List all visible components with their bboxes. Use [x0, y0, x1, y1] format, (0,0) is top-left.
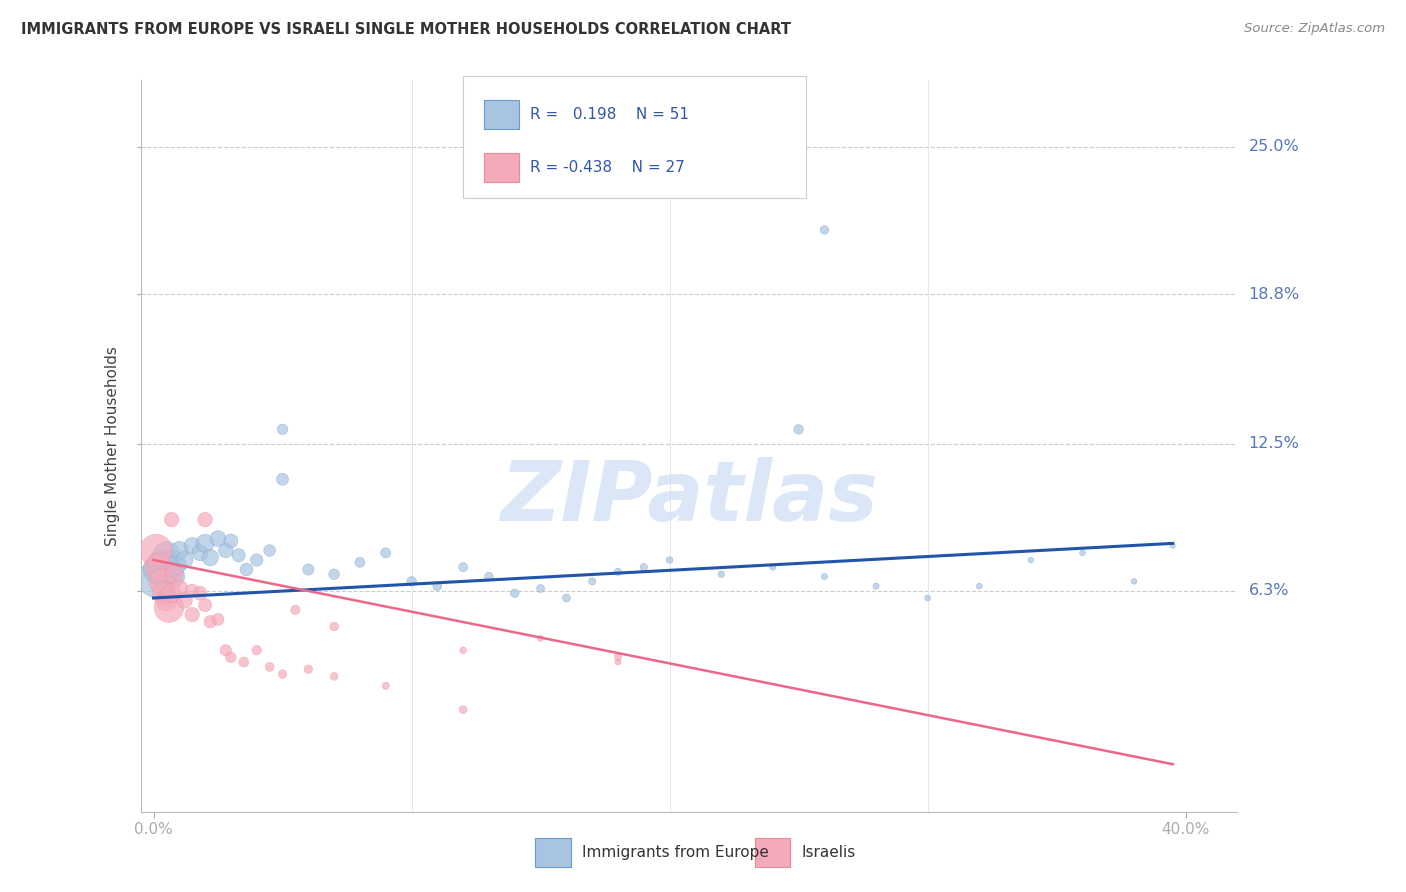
- Point: [173, 593, 195, 607]
- Point: [219, 533, 242, 548]
- Point: [529, 632, 551, 646]
- Point: [145, 572, 167, 586]
- Point: [349, 555, 371, 569]
- Point: [160, 553, 183, 567]
- Point: [188, 586, 211, 600]
- Point: [169, 582, 191, 596]
- Text: 6.3%: 6.3%: [1249, 583, 1289, 599]
- Point: [181, 583, 204, 598]
- Text: IMMIGRANTS FROM EUROPE VS ISRAELI SINGLE MOTHER HOUSEHOLDS CORRELATION CHART: IMMIGRANTS FROM EUROPE VS ISRAELI SINGLE…: [21, 22, 792, 37]
- Point: [1019, 553, 1042, 567]
- Point: [271, 472, 294, 486]
- Point: [633, 560, 655, 574]
- Point: [219, 650, 242, 665]
- Point: [762, 560, 785, 574]
- Point: [166, 558, 188, 572]
- Point: [145, 543, 167, 558]
- Point: [157, 600, 180, 615]
- Point: [917, 591, 939, 605]
- Point: [297, 662, 319, 676]
- Y-axis label: Single Mother Households: Single Mother Households: [105, 346, 121, 546]
- Point: [160, 586, 183, 600]
- Point: [529, 582, 551, 596]
- Point: [200, 550, 222, 565]
- Point: [1161, 539, 1184, 553]
- Point: [228, 548, 250, 562]
- Point: [155, 593, 177, 607]
- Point: [246, 643, 269, 657]
- Point: [323, 567, 346, 582]
- Text: 18.8%: 18.8%: [1249, 286, 1299, 301]
- Point: [284, 603, 307, 617]
- Point: [200, 615, 222, 629]
- Point: [160, 513, 183, 527]
- Point: [813, 223, 835, 237]
- Point: [150, 574, 173, 589]
- Point: [153, 560, 176, 574]
- Text: R = -0.438    N = 27: R = -0.438 N = 27: [530, 160, 685, 175]
- Text: ZIPatlas: ZIPatlas: [501, 457, 877, 538]
- Point: [710, 567, 733, 582]
- Point: [163, 569, 186, 583]
- Point: [813, 569, 835, 583]
- Point: [153, 586, 176, 600]
- Point: [246, 553, 269, 567]
- Point: [207, 532, 229, 546]
- Point: [323, 669, 346, 683]
- Point: [188, 546, 211, 560]
- Point: [150, 555, 173, 569]
- Point: [581, 574, 603, 589]
- Point: [207, 612, 229, 626]
- Point: [181, 607, 204, 622]
- Point: [323, 619, 346, 633]
- Point: [194, 513, 217, 527]
- Point: [148, 562, 170, 576]
- Text: 25.0%: 25.0%: [1249, 139, 1299, 154]
- Point: [451, 643, 474, 657]
- Point: [169, 543, 191, 558]
- Point: [173, 553, 195, 567]
- Point: [163, 567, 186, 582]
- Text: Source: ZipAtlas.com: Source: ZipAtlas.com: [1244, 22, 1385, 36]
- Point: [555, 591, 578, 605]
- Point: [503, 586, 526, 600]
- Point: [235, 562, 257, 576]
- Point: [148, 560, 170, 574]
- Point: [157, 565, 180, 579]
- Point: [297, 562, 319, 576]
- Text: R =   0.198    N = 51: R = 0.198 N = 51: [530, 107, 689, 122]
- Point: [215, 543, 238, 558]
- Text: Israelis: Israelis: [801, 845, 855, 860]
- Text: 12.5%: 12.5%: [1249, 436, 1299, 451]
- Point: [271, 667, 294, 681]
- Point: [451, 560, 474, 574]
- Point: [181, 539, 204, 553]
- Point: [1071, 546, 1094, 560]
- Point: [607, 650, 630, 665]
- Point: [259, 660, 281, 674]
- Point: [232, 655, 254, 669]
- Point: [451, 703, 474, 717]
- Point: [215, 643, 238, 657]
- Point: [967, 579, 990, 593]
- Point: [607, 655, 630, 669]
- Point: [426, 579, 449, 593]
- Point: [271, 422, 294, 436]
- Point: [478, 569, 501, 583]
- Point: [787, 422, 810, 436]
- Point: [374, 679, 396, 693]
- Point: [607, 565, 630, 579]
- Point: [865, 579, 887, 593]
- Point: [150, 567, 173, 582]
- Point: [259, 543, 281, 558]
- Point: [155, 548, 177, 562]
- Point: [1123, 574, 1146, 589]
- Point: [194, 598, 217, 612]
- Point: [658, 553, 681, 567]
- Point: [374, 546, 396, 560]
- Text: Immigrants from Europe: Immigrants from Europe: [582, 845, 769, 860]
- Point: [194, 536, 217, 550]
- Point: [401, 574, 423, 589]
